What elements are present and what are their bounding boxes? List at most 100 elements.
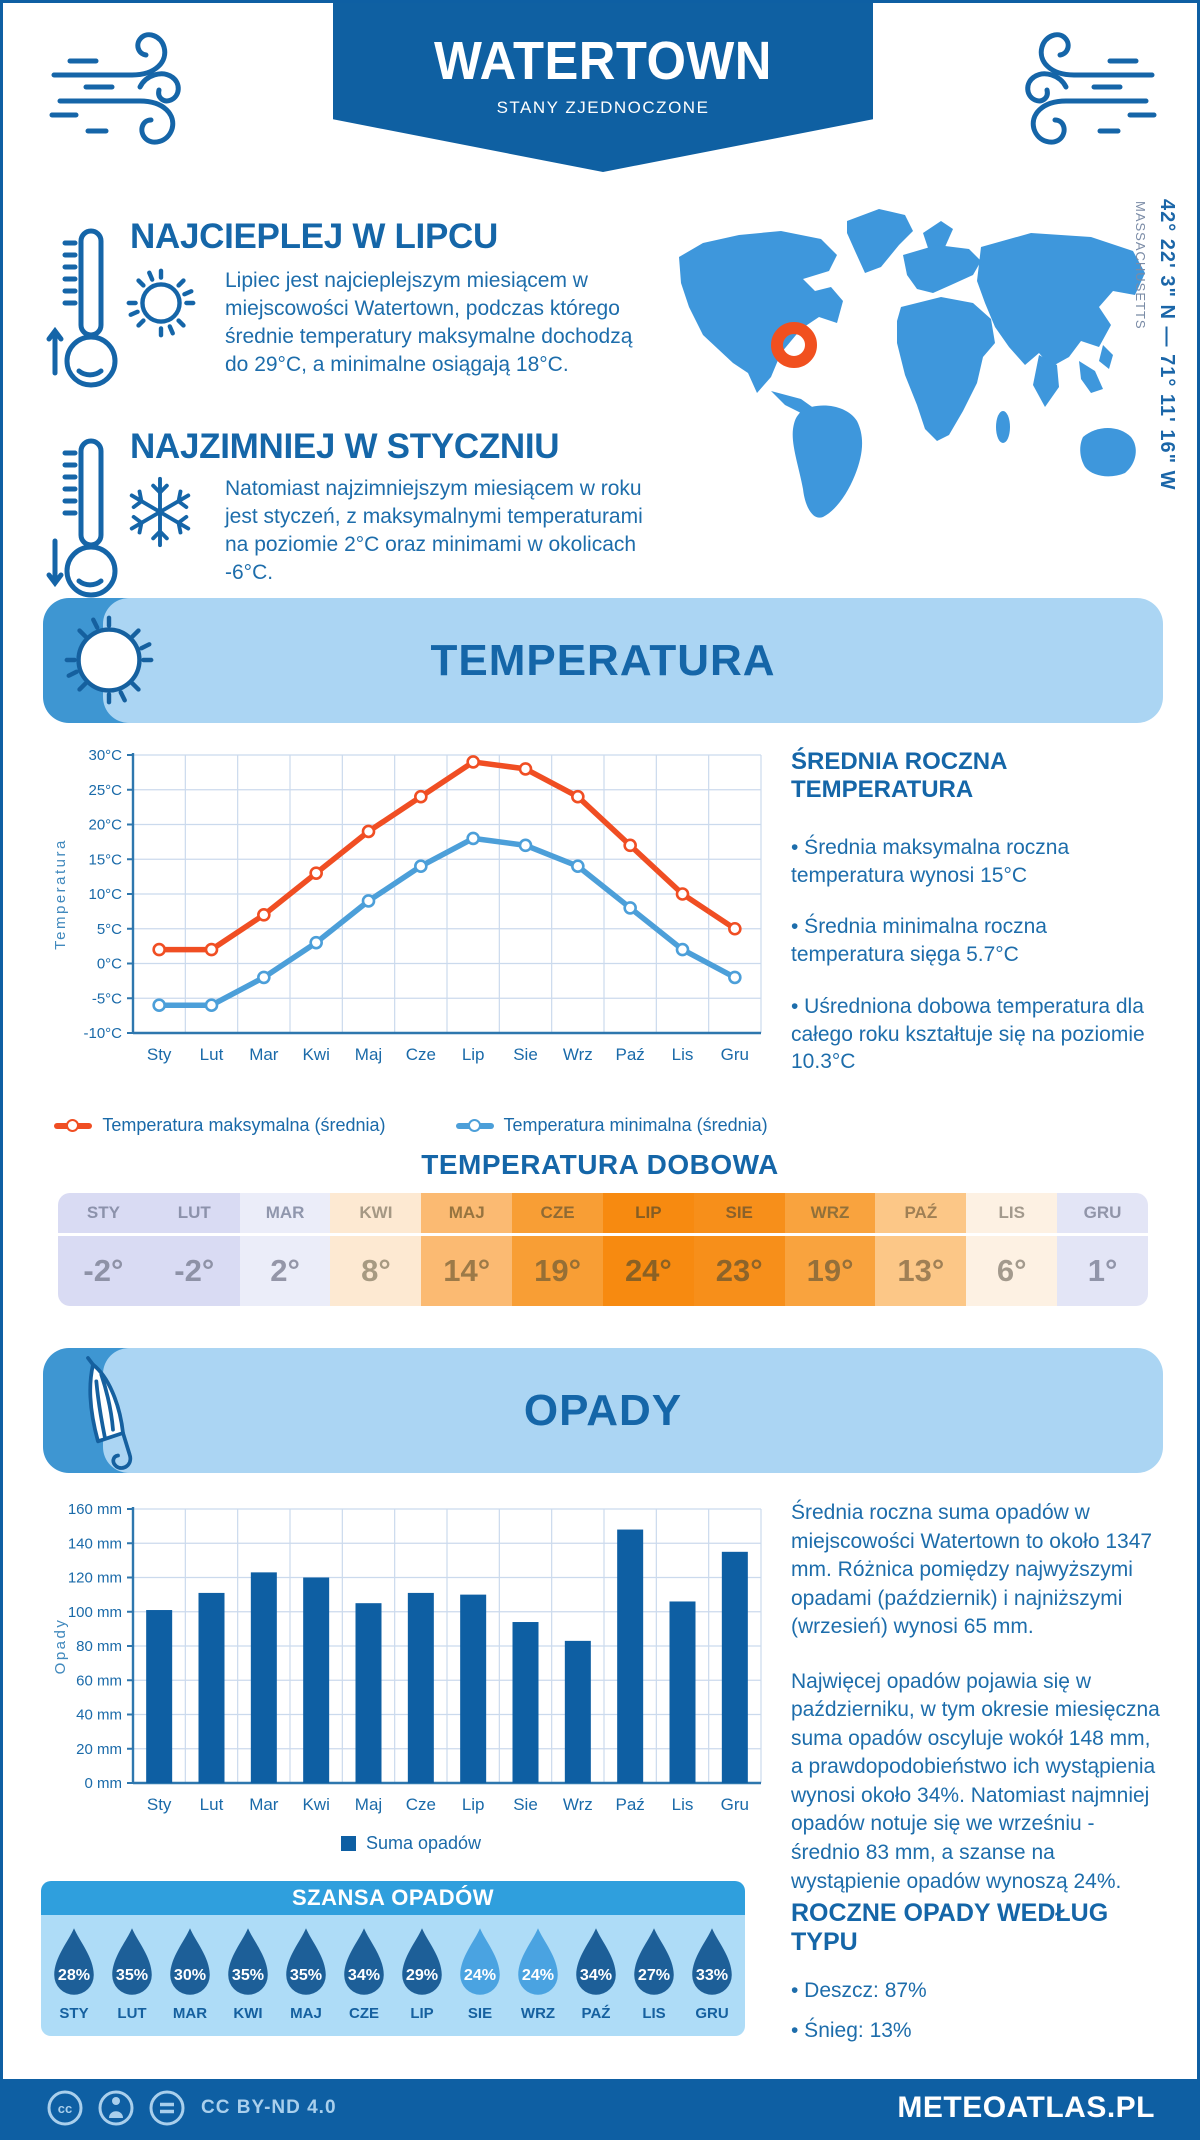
- wind-icon: [43, 25, 193, 158]
- umbrella-icon: [63, 1354, 163, 1477]
- svg-text:Kwi: Kwi: [302, 1795, 329, 1814]
- daily-temperature-value: 8°: [361, 1253, 391, 1288]
- svg-text:Paź: Paź: [616, 1795, 645, 1814]
- thermometer-cold-icon: [45, 431, 125, 606]
- svg-text:Mar: Mar: [249, 1045, 279, 1064]
- svg-text:20 mm: 20 mm: [76, 1741, 122, 1758]
- month-label: SIE: [467, 2005, 493, 2022]
- svg-text:29%: 29%: [406, 1966, 438, 1984]
- cc-nd-icon: [149, 2090, 185, 2126]
- temperature-bullet: • Średnia minimalna roczna temperatura s…: [791, 915, 1047, 967]
- raindrop-icon: 35%: [286, 1928, 326, 1995]
- raindrop-icon: 30%: [170, 1928, 210, 1995]
- month-label: CZE: [349, 2005, 379, 2022]
- thermometer-warm-icon: [45, 221, 125, 396]
- svg-text:Cze: Cze: [406, 1045, 436, 1064]
- svg-text:27%: 27%: [638, 1966, 670, 1984]
- daily-temperature-column: WRZ 19°: [784, 1193, 876, 1306]
- svg-text:Gru: Gru: [721, 1795, 749, 1814]
- daily-temperature-column: LIS 6°: [966, 1193, 1058, 1306]
- precipitation-chance-drop: 28% STY: [45, 1925, 103, 2022]
- month-label: LUT: [117, 2005, 147, 2022]
- precipitation-paragraph: Najwięcej opadów pojawia się w październ…: [791, 1669, 1160, 1893]
- precipitation-summary: Średnia roczna suma opadów w miejscowośc…: [791, 1499, 1163, 1922]
- daily-temperature-value: -2°: [83, 1253, 124, 1288]
- svg-text:Maj: Maj: [355, 1795, 382, 1814]
- legend-item: Temperatura maksymalna (średnia): [54, 1115, 386, 1136]
- precipitation-chance-title: SZANSA OPADÓW: [41, 1881, 745, 1915]
- month-label: LIS: [642, 2005, 666, 2022]
- month-label: LIS: [966, 1193, 1058, 1236]
- svg-text:cc: cc: [58, 2101, 72, 2116]
- month-label: KWI: [233, 2005, 263, 2022]
- precipitation-chance-drops: 28% STY 35% LUT 30% MAR 35% KWI 35% MAJ 34% CZE 29% L…: [41, 1915, 745, 2036]
- month-label: KWI: [330, 1193, 422, 1236]
- temperature-band: TEMPERATURA: [43, 598, 1163, 723]
- svg-text:35%: 35%: [290, 1966, 322, 1984]
- month-label: CZE: [512, 1193, 603, 1236]
- daily-temperature-column: STY -2°: [58, 1193, 149, 1306]
- precipitation-type-bullet: • Śnieg: 13%: [791, 2018, 912, 2042]
- wind-icon: [1013, 25, 1163, 158]
- svg-text:Sie: Sie: [513, 1045, 538, 1064]
- location-coordinates: 42° 22' 3" N — 71° 11' 16" W: [1156, 199, 1178, 491]
- precipitation-chance-drop: 33% GRU: [683, 1925, 741, 2022]
- precipitation-chance-drop: 24% WRZ: [509, 1925, 567, 2022]
- svg-text:Opady: Opady: [52, 1618, 69, 1675]
- precipitation-paragraph: Średnia roczna suma opadów w miejscowośc…: [791, 1501, 1153, 1639]
- coldest-heading: NAJZIMNIEJ W STYCZNIU: [130, 427, 560, 466]
- svg-text:Cze: Cze: [406, 1795, 436, 1814]
- svg-text:60 mm: 60 mm: [76, 1672, 122, 1689]
- precipitation-chance-drop: 30% MAR: [161, 1925, 219, 2022]
- svg-text:24%: 24%: [522, 1966, 554, 1984]
- band-fill: [103, 598, 1163, 723]
- month-label: GRU: [695, 2005, 729, 2022]
- daily-temperature-column: MAR 2°: [239, 1193, 331, 1306]
- daily-temperature-value: 24°: [624, 1253, 672, 1288]
- page-title: WATERTOWN: [434, 31, 772, 91]
- svg-text:20°C: 20°C: [88, 817, 122, 834]
- daily-temperature-title: TEMPERATURA DOBOWA: [421, 1149, 779, 1180]
- precipitation-band: OPADY: [43, 1348, 1163, 1473]
- brand-label: METEOATLAS.PL: [897, 2091, 1155, 2124]
- precipitation-chance-drop: 34% CZE: [335, 1925, 393, 2022]
- month-label: MAR: [172, 2005, 208, 2022]
- legend-item: Suma opadów: [340, 1833, 481, 1854]
- svg-text:Gru: Gru: [721, 1045, 749, 1064]
- raindrop-icon: 33%: [692, 1928, 732, 1995]
- daily-temperature-value: 1°: [1087, 1253, 1118, 1288]
- precipitation-chance-drop: 35% MAJ: [277, 1925, 335, 2022]
- sun-icon: [119, 261, 203, 350]
- svg-text:0 mm: 0 mm: [85, 1775, 123, 1792]
- precipitation-chance-panel: SZANSA OPADÓW 28% STY 35% LUT 30% MAR 35% KWI 35…: [41, 1881, 745, 2036]
- raindrop-icon: 34%: [576, 1928, 616, 1995]
- daily-temperature-column: MAJ 14°: [421, 1193, 513, 1306]
- svg-text:34%: 34%: [580, 1966, 612, 1984]
- month-label: STY: [58, 1193, 149, 1236]
- precipitation-chance-drop: 35% KWI: [219, 1925, 277, 2022]
- daily-temperature-value: 19°: [806, 1253, 854, 1288]
- daily-temperature-value: -2°: [174, 1253, 215, 1288]
- temperature-summary: ŚREDNIA ROCZNA TEMPERATURA • Średnia mak…: [791, 748, 1163, 1100]
- raindrop-icon: 28%: [54, 1928, 94, 1995]
- precipitation-chance-drop: 27% LIS: [625, 1925, 683, 2022]
- legend-item: Temperatura minimalna (średnia): [455, 1115, 768, 1136]
- svg-text:30%: 30%: [174, 1966, 206, 1984]
- daily-temperature-value: 13°: [897, 1253, 945, 1288]
- month-label: WRZ: [784, 1193, 876, 1236]
- svg-text:100 mm: 100 mm: [68, 1604, 122, 1621]
- warmest-text: Lipiec jest najcieplejszym miesiącem w m…: [225, 269, 633, 377]
- svg-text:Wrz: Wrz: [563, 1045, 593, 1064]
- daily-temperature-column: GRU 1°: [1057, 1193, 1148, 1306]
- svg-text:Kwi: Kwi: [302, 1045, 329, 1064]
- svg-text:5°C: 5°C: [97, 921, 122, 938]
- svg-text:80 mm: 80 mm: [76, 1638, 122, 1655]
- daily-temperature-column: KWI 8°: [330, 1193, 422, 1306]
- svg-text:25°C: 25°C: [88, 782, 122, 799]
- svg-text:40 mm: 40 mm: [76, 1707, 122, 1724]
- svg-text:Lis: Lis: [672, 1045, 694, 1064]
- svg-text:Wrz: Wrz: [563, 1795, 593, 1814]
- daily-temperature-value: 23°: [715, 1253, 763, 1288]
- raindrop-icon: 34%: [344, 1928, 384, 1995]
